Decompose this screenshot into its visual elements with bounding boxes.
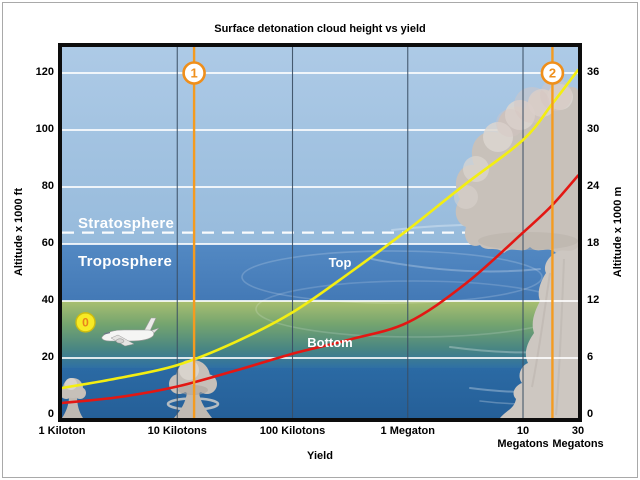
y-tick-left-40: 40: [41, 294, 54, 306]
horizontal-gridlines: [62, 72, 578, 359]
y-tick-right-24: 24: [587, 180, 600, 192]
airplane-icon: [101, 317, 160, 347]
y-tick-right-30: 30: [587, 123, 600, 135]
y-tick-right-36: 36: [587, 66, 600, 78]
x-tick-0: 1 Kiloton: [38, 425, 86, 437]
y-tick-left-60: 60: [41, 237, 54, 249]
marker-circle-1: [182, 61, 206, 85]
y-axis-title-left: Altitude x 1000 ft: [13, 187, 25, 277]
marker-label-0: 0: [82, 316, 89, 330]
marker-label-1: 1: [190, 66, 197, 81]
x-axis-title: Yield: [307, 450, 333, 462]
chart-title: Surface detonation cloud height vs yield: [214, 23, 426, 35]
x-tick-1: 10 Kilotons: [147, 425, 207, 437]
x-tick-3: 1 Megaton: [380, 425, 435, 437]
curve-bottom: [62, 174, 578, 405]
x-tick-2: 100 Kilotons: [259, 425, 326, 437]
zone-label-stratosphere: Stratosphere: [78, 215, 175, 232]
marker-label-2: 2: [549, 66, 556, 81]
event-lines: [192, 47, 554, 418]
y-tick-left-80: 80: [41, 180, 54, 192]
y-tick-left-100: 100: [35, 123, 54, 135]
marker-circle-0: [75, 312, 96, 333]
vertical-gridlines: [176, 47, 524, 418]
sky-troposphere-band: [62, 244, 578, 301]
y-tick-right-6: 6: [587, 351, 594, 363]
curve-top: [62, 68, 578, 390]
y-tick-right-18: 18: [587, 237, 600, 249]
mushroom-cloud-large-stem: [500, 215, 578, 418]
y-tick-left-120: 120: [35, 66, 54, 78]
curves: [62, 68, 578, 405]
series-label-top: Top: [328, 255, 352, 270]
series-label-bottom: Bottom: [307, 335, 353, 350]
plot-canvas: 0 1 2: [62, 47, 578, 418]
plot-area: 0 1 2 Stratosphere Troposphere Top Bottom: [58, 43, 582, 422]
y-tick-left-0: 0: [47, 408, 54, 420]
event-markers: 0 1 2: [75, 61, 565, 333]
mushroom-cloud-small: [62, 378, 86, 418]
y-tick-left-20: 20: [41, 351, 54, 363]
zone-label-troposphere: Troposphere: [78, 253, 173, 270]
x-tick-5: 30 Megatons: [552, 425, 604, 450]
marker-circle-2: [540, 61, 565, 85]
y-tick-right-0: 0: [587, 408, 594, 420]
x-tick-4: 10 Megatons: [497, 425, 549, 450]
y-axis-title-right: Altitude x 1000 m: [612, 186, 624, 278]
y-tick-right-12: 12: [587, 294, 600, 306]
